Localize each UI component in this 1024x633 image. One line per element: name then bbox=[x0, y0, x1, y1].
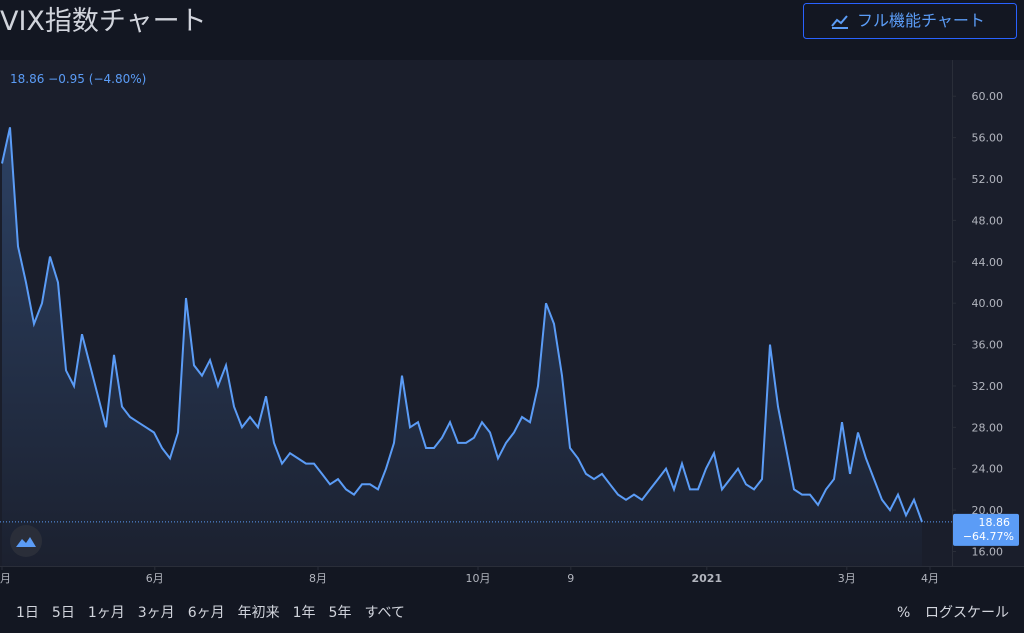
log-toggle[interactable]: ログスケール bbox=[925, 605, 1009, 621]
x-tick-label: 6月 bbox=[146, 572, 164, 585]
range-button[interactable]: 1年 bbox=[293, 605, 316, 621]
x-tick-label: 8月 bbox=[309, 572, 327, 585]
range-button[interactable]: 5日 bbox=[52, 605, 75, 621]
x-tick-label: 4月 bbox=[0, 572, 11, 585]
full-chart-button[interactable] bbox=[803, 3, 1017, 39]
y-tick-label: 36.00 bbox=[972, 339, 1004, 352]
line bbox=[1, 127, 923, 523]
y-tick-label: 16.00 bbox=[972, 546, 1004, 559]
last-price-label: 18.86 bbox=[979, 516, 1011, 529]
legend: 18.86 −0.95 (−4.80%) bbox=[10, 72, 146, 86]
range-button[interactable]: 6ヶ月 bbox=[188, 605, 225, 621]
logo bbox=[10, 525, 42, 557]
last-price-box bbox=[953, 513, 1019, 546]
button-icon bbox=[831, 15, 848, 29]
percent-toggle[interactable]: % bbox=[897, 605, 910, 621]
x-tick-label: 9 bbox=[567, 572, 574, 585]
y-tick-label: 60.00 bbox=[972, 90, 1004, 103]
x-tick-label: 10月 bbox=[466, 572, 491, 585]
logo-mark bbox=[16, 537, 36, 547]
y-tick-label: 20.00 bbox=[972, 504, 1004, 517]
y-tick-label: 52.00 bbox=[972, 173, 1004, 186]
y-tick-label: 28.00 bbox=[972, 421, 1004, 434]
y-tick-label: 56.00 bbox=[972, 132, 1004, 145]
y-tick-label: 40.00 bbox=[972, 297, 1004, 310]
page-title: VIX指数チャート bbox=[0, 6, 207, 37]
range-button[interactable]: 1ヶ月 bbox=[88, 605, 125, 621]
range-button[interactable]: 3ヶ月 bbox=[138, 605, 175, 621]
y-tick-label: 32.00 bbox=[972, 380, 1004, 393]
x-tick-label: 3月 bbox=[838, 572, 856, 585]
x-tick-label: 4月 bbox=[921, 572, 939, 585]
last-change-label: −64.77% bbox=[963, 530, 1014, 543]
y-tick-label: 44.00 bbox=[972, 256, 1004, 269]
range-button[interactable]: 1日 bbox=[16, 605, 39, 621]
button-label[interactable]: フル機能チャート bbox=[857, 11, 985, 30]
y-tick-label: 24.00 bbox=[972, 463, 1004, 476]
range-button[interactable]: 年初来 bbox=[238, 604, 280, 621]
range-button[interactable]: すべて bbox=[364, 605, 404, 621]
range-button[interactable]: 5年 bbox=[329, 605, 352, 621]
x-tick-label: 2021 bbox=[691, 572, 722, 585]
area bbox=[2, 127, 922, 567]
y-tick-label: 48.00 bbox=[972, 214, 1004, 227]
